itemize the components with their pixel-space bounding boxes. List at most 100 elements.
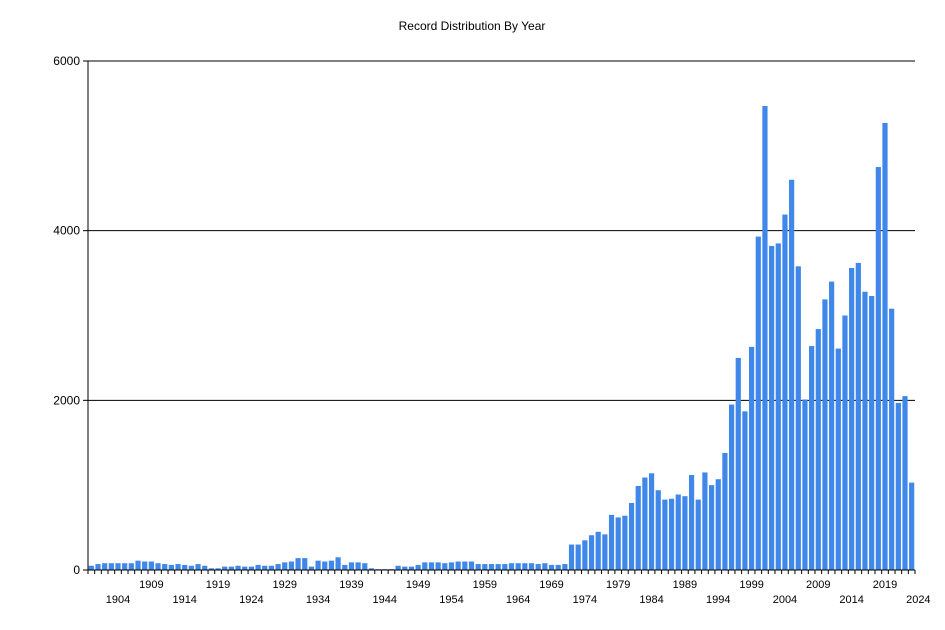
bar	[195, 564, 201, 570]
bar	[88, 565, 94, 570]
x-tick-label: 1989	[673, 579, 697, 591]
x-tick-label: 1949	[406, 579, 430, 591]
bar	[749, 346, 755, 570]
bar	[308, 566, 315, 570]
bar	[162, 564, 168, 570]
bar	[495, 564, 501, 570]
x-tick-label: 1909	[139, 579, 163, 591]
y-tick-label: 4000	[53, 224, 80, 238]
bar	[482, 564, 488, 570]
x-tick-label: 1914	[172, 594, 196, 606]
bar	[248, 566, 254, 570]
bar	[142, 561, 148, 570]
bar	[288, 561, 295, 570]
bar	[562, 564, 568, 570]
bar	[702, 472, 708, 570]
bar	[148, 561, 154, 570]
bar	[295, 558, 301, 570]
bar	[355, 562, 361, 570]
bar	[849, 267, 855, 570]
bar	[829, 281, 835, 570]
x-tick-label: 1964	[506, 594, 530, 606]
bar	[415, 564, 421, 570]
bar	[648, 473, 655, 570]
bar	[722, 452, 728, 570]
bar	[568, 544, 575, 570]
bar	[362, 563, 368, 570]
bar	[108, 563, 114, 570]
bar	[715, 479, 721, 570]
bar	[228, 566, 234, 570]
x-tick-label: 2004	[773, 594, 797, 606]
bar	[255, 564, 261, 570]
bar	[515, 563, 521, 570]
bar	[708, 485, 715, 570]
bar	[528, 563, 535, 570]
bar	[795, 266, 801, 570]
bar	[408, 566, 415, 570]
bar	[535, 564, 541, 570]
bar	[608, 514, 615, 570]
y-tick-label: 6000	[53, 54, 80, 68]
x-axis: 1904 1909 1914 1919 1924 1929 1934 1939 1944 1949…	[87, 569, 931, 606]
x-tick-label: 1979	[606, 579, 630, 591]
x-tick-label: 1994	[706, 594, 730, 606]
bar	[188, 565, 194, 570]
bar	[242, 566, 248, 570]
x-tick-label: 1959	[473, 579, 497, 591]
bar	[328, 560, 335, 570]
bar	[102, 563, 108, 570]
bar	[95, 564, 101, 570]
bar	[789, 179, 795, 570]
bar	[462, 561, 468, 570]
bars	[88, 105, 915, 571]
bar	[155, 563, 161, 570]
x-tick-label: 1904	[106, 594, 130, 606]
x-tick-label: 1999	[739, 579, 763, 591]
bar	[475, 564, 481, 570]
bar	[695, 499, 701, 570]
bar	[222, 566, 228, 570]
bar	[128, 563, 134, 570]
bar	[468, 561, 475, 570]
bar	[448, 562, 455, 570]
bar	[755, 236, 761, 570]
bar	[688, 474, 695, 570]
bar	[555, 564, 561, 570]
chart-title: Record Distribution By Year	[399, 19, 546, 33]
bar	[655, 490, 661, 570]
bar	[442, 563, 448, 570]
bar	[275, 564, 281, 570]
x-tick-label: 1934	[306, 594, 330, 606]
bar	[135, 560, 141, 570]
bar	[315, 560, 321, 570]
bar	[502, 564, 508, 570]
y-tick-label: 0	[73, 563, 80, 577]
bar	[115, 563, 121, 570]
bar	[842, 315, 848, 570]
bar	[875, 167, 881, 571]
bar	[122, 563, 128, 570]
x-tick-label: 1924	[239, 594, 263, 606]
bar	[662, 499, 668, 570]
bar	[889, 308, 895, 570]
bar	[582, 540, 588, 570]
bar	[202, 565, 208, 570]
bar	[809, 346, 815, 570]
bar	[262, 565, 268, 570]
bar	[542, 563, 548, 570]
bar	[882, 122, 888, 571]
bar	[835, 348, 841, 570]
bar	[488, 564, 495, 570]
y-tick-label: 2000	[53, 393, 80, 407]
bar	[635, 486, 641, 570]
bar	[682, 496, 688, 570]
bar	[895, 402, 901, 570]
bar	[168, 564, 174, 570]
x-tick-label: 1984	[639, 594, 663, 606]
bar	[802, 399, 808, 570]
x-tick-label: 1944	[373, 594, 397, 606]
bar	[862, 291, 868, 570]
bar	[208, 568, 214, 570]
